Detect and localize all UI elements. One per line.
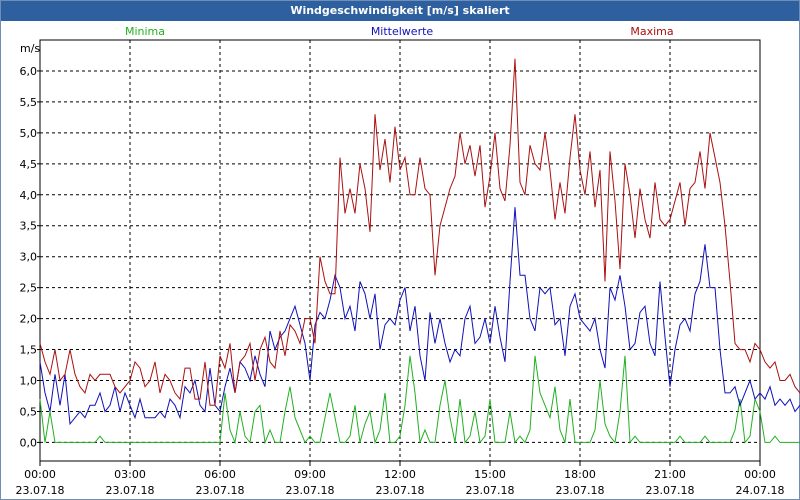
series-line-maxima xyxy=(39,58,800,406)
grid-lines xyxy=(40,40,760,461)
legend-mittelwerte: Mittelwerte xyxy=(371,25,434,38)
series-line-mittelwerte xyxy=(39,207,800,426)
x-tick-time: 15:00 xyxy=(474,468,506,481)
y-tick-label: 4,5 xyxy=(20,158,38,171)
x-tick-date: 23.07.18 xyxy=(556,484,605,497)
x-tick-date: 23.07.18 xyxy=(196,484,245,497)
x-tick-time: 03:00 xyxy=(114,468,146,481)
y-tick-label: 5,5 xyxy=(20,96,38,109)
y-tick-label: 5,0 xyxy=(20,127,38,140)
series-line-minima xyxy=(39,355,800,445)
x-tick-time: 00:00 xyxy=(744,468,776,481)
x-tick-time: 18:00 xyxy=(564,468,596,481)
x-tick-time: 12:00 xyxy=(384,468,416,481)
x-tick-time: 00:00 xyxy=(24,468,56,481)
x-tick-date: 23.07.18 xyxy=(466,484,515,497)
legend-maxima: Maxima xyxy=(630,25,673,38)
x-axis-ticks: 00:00 23.07.18 03:00 23.07.18 06:00 23.07.18 0… xyxy=(16,461,785,497)
x-tick-time: 09:00 xyxy=(294,468,326,481)
y-tick-label: 2,5 xyxy=(20,282,38,295)
series-lines xyxy=(39,58,800,445)
y-tick-label: 0,0 xyxy=(20,436,38,449)
x-tick-date: 23.07.18 xyxy=(286,484,335,497)
chart-title: Windgeschwindigkeit [m/s] skaliert xyxy=(1,1,799,21)
y-tick-label: 1,5 xyxy=(20,344,38,357)
legend-minima: Minima xyxy=(125,25,165,38)
y-tick-label: 3,5 xyxy=(20,220,38,233)
x-tick-time: 06:00 xyxy=(204,468,236,481)
x-tick-date: 23.07.18 xyxy=(106,484,155,497)
y-tick-label: 0,5 xyxy=(20,405,38,418)
x-tick-date: 23.07.18 xyxy=(16,484,65,497)
y-tick-label: 2,0 xyxy=(20,313,38,326)
y-tick-label: 1,0 xyxy=(20,375,38,388)
x-tick-time: 21:00 xyxy=(654,468,686,481)
y-axis-ticks: 0,0 0,5 1,0 1,5 2,0 2,5 3,0 3,5 4,0 4,5 5,0 5,5 6,0 xyxy=(20,65,40,449)
y-axis-label: m/s xyxy=(20,42,40,55)
x-tick-date: 24.07.18 xyxy=(736,484,785,497)
x-tick-date: 23.07.18 xyxy=(376,484,425,497)
y-tick-label: 3,0 xyxy=(20,251,38,264)
x-tick-date: 23.07.18 xyxy=(646,484,695,497)
y-tick-label: 6,0 xyxy=(20,65,38,78)
y-tick-label: 4,0 xyxy=(20,189,38,202)
